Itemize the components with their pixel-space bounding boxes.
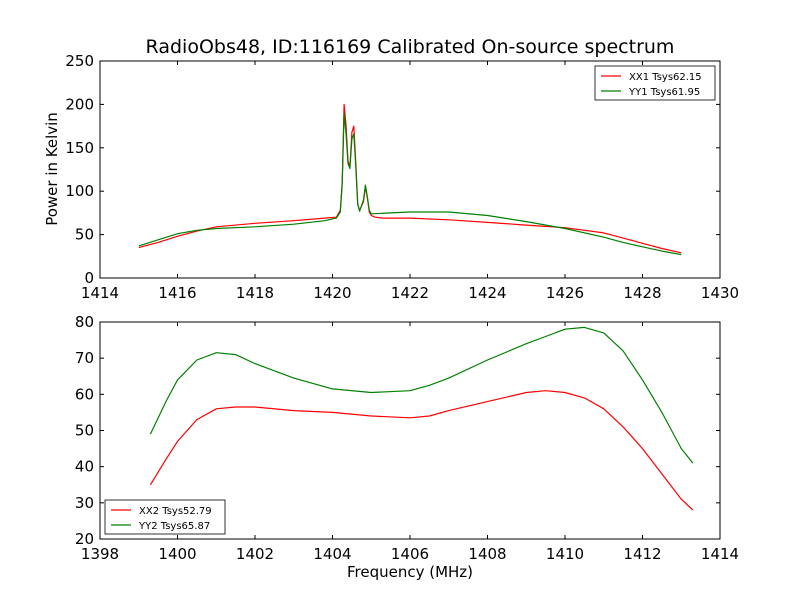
x-tick-label: 1428 xyxy=(623,284,661,302)
x-tick-label: 1400 xyxy=(158,545,196,563)
y-tick-label: 40 xyxy=(75,458,94,476)
series-line-2 xyxy=(149,326,694,464)
x-tick-label: 1402 xyxy=(236,545,274,563)
y-tick-label: 200 xyxy=(65,95,94,113)
x-tick-label: 1420 xyxy=(313,284,351,302)
y-tick-label: 50 xyxy=(75,422,94,440)
x-tick-label: 1404 xyxy=(313,545,351,563)
x-tick-label: 1418 xyxy=(236,284,274,302)
series-line-1 xyxy=(149,390,694,511)
legend-label-2: YY1 Tsys61.95 xyxy=(628,87,700,98)
x-tick-label: 1416 xyxy=(158,284,196,302)
x-tick-label: 1410 xyxy=(546,545,584,563)
bottom-plot: 1398 1400 1402 1404 1406 1408 1410 1412 1414 20 30… xyxy=(75,313,739,563)
y-tick-label: 100 xyxy=(65,182,94,200)
y-tick-label: 60 xyxy=(75,385,94,403)
y-tick-label: 70 xyxy=(75,349,94,367)
top-y-axis-label: Power in Kelvin xyxy=(43,112,61,226)
x-tick-label: 1406 xyxy=(391,545,429,563)
legend-label-1: XX2 Tsys52.79 xyxy=(139,506,212,517)
x-tick-label: 1398 xyxy=(81,545,119,563)
bottom-x-axis-label: Frequency (MHz) xyxy=(347,563,473,581)
y-tick-label: 0 xyxy=(84,269,94,287)
figure-title: RadioObs48, ID:116169 Calibrated On-sour… xyxy=(146,36,675,58)
y-tick-label: 150 xyxy=(65,139,94,157)
y-tick-label: 80 xyxy=(75,313,94,331)
x-tick-label: 1408 xyxy=(468,545,506,563)
series-line-2 xyxy=(138,112,682,256)
y-tick-label: 30 xyxy=(75,494,94,512)
legend-box xyxy=(594,65,716,101)
top-plot: 1414 1416 1418 1420 1422 1424 1426 1428 1430 0 50 1… xyxy=(65,52,739,302)
x-tick-label: 1424 xyxy=(468,284,506,302)
legend-box xyxy=(104,499,226,535)
legend-label-1: XX1 Tsys62.15 xyxy=(629,72,702,83)
y-tick-label: 20 xyxy=(75,530,94,548)
x-tick-label: 1414 xyxy=(81,284,119,302)
y-tick-label: 50 xyxy=(75,226,94,244)
legend-label-2: YY2 Tsys65.87 xyxy=(138,521,210,532)
x-tick-label: 1414 xyxy=(701,545,739,563)
x-tick-label: 1430 xyxy=(701,284,739,302)
y-tick-label: 250 xyxy=(65,52,94,70)
x-tick-label: 1412 xyxy=(623,545,661,563)
x-tick-label: 1426 xyxy=(546,284,584,302)
x-tick-label: 1422 xyxy=(391,284,429,302)
